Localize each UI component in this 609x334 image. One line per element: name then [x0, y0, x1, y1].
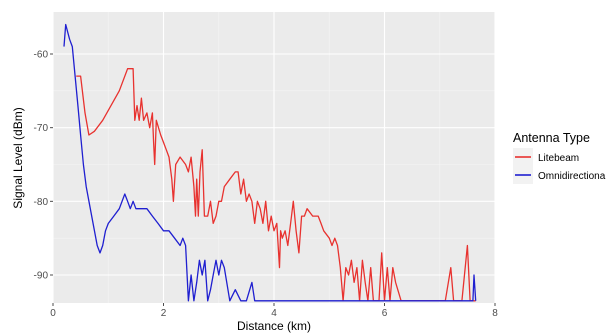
y-tick-label: -90	[34, 271, 49, 282]
y-tick-label: -80	[34, 197, 49, 208]
y-tick-label: -60	[34, 49, 49, 60]
y-axis-title: Signal Level (dBm)	[11, 107, 25, 208]
x-tick-label: 2	[161, 308, 167, 319]
x-tick-label: 6	[382, 308, 388, 319]
x-tick-label: 4	[271, 308, 277, 319]
legend-label-litebeam: Litebeam	[538, 153, 579, 164]
y-tick-label: -70	[34, 123, 49, 134]
legend-label-omnidirectional: Omnidirectiona	[538, 171, 606, 182]
x-axis-ticks: 0 2 4 6 8	[50, 303, 498, 319]
legend: Antenna Type Litebeam Omnidirectiona	[513, 131, 606, 184]
x-axis-title: Distance (km)	[237, 319, 311, 333]
y-axis-ticks: -60 -70 -80 -90	[34, 49, 53, 282]
legend-title: Antenna Type	[513, 131, 590, 145]
x-tick-label: 8	[492, 308, 498, 319]
major-grid	[52, 12, 496, 303]
series-line-litebeam	[76, 68, 476, 302]
series-line-omnidirectional	[63, 23, 477, 302]
x-tick-label: 0	[50, 308, 56, 319]
series-lines	[63, 23, 477, 302]
